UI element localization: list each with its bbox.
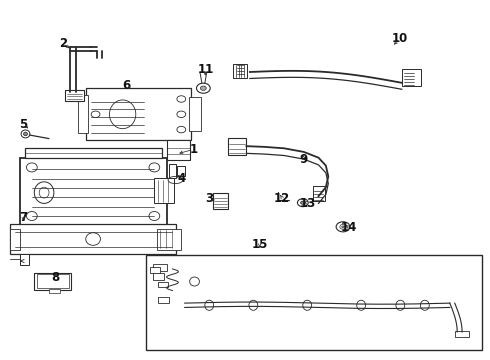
Bar — [402, 69, 421, 86]
Bar — [10, 229, 20, 250]
Text: 13: 13 — [299, 197, 316, 210]
Bar — [233, 64, 247, 78]
Bar — [189, 97, 201, 131]
Bar — [153, 264, 167, 271]
Text: 7: 7 — [20, 211, 27, 224]
Bar — [158, 297, 169, 303]
Bar — [169, 164, 176, 178]
Bar — [158, 282, 168, 287]
Text: 4: 4 — [177, 172, 185, 185]
Bar — [37, 274, 69, 288]
Bar — [153, 273, 164, 280]
Text: 12: 12 — [274, 192, 291, 204]
Bar — [10, 224, 176, 254]
Text: 3: 3 — [206, 192, 214, 205]
Ellipse shape — [301, 201, 305, 204]
Text: 1: 1 — [190, 143, 197, 156]
Bar — [78, 95, 88, 133]
Bar — [24, 148, 162, 158]
Bar — [167, 140, 190, 160]
Text: 14: 14 — [341, 221, 357, 234]
Ellipse shape — [24, 132, 27, 136]
Text: 5: 5 — [20, 118, 27, 131]
Text: 10: 10 — [391, 32, 408, 45]
Bar — [146, 255, 482, 350]
Bar — [65, 90, 84, 101]
Text: 9: 9 — [300, 153, 308, 166]
Bar — [154, 178, 174, 203]
Text: 11: 11 — [197, 63, 214, 76]
Bar — [177, 166, 185, 176]
Bar — [213, 193, 228, 209]
Bar — [86, 88, 191, 140]
Bar — [313, 186, 325, 201]
Bar — [150, 267, 160, 273]
Text: 15: 15 — [251, 238, 268, 251]
Bar — [228, 138, 246, 155]
Text: 6: 6 — [122, 79, 130, 92]
Bar — [34, 273, 71, 290]
Bar — [157, 229, 181, 250]
Bar — [20, 158, 167, 225]
Bar — [49, 289, 60, 293]
Bar — [455, 331, 469, 337]
Ellipse shape — [200, 86, 206, 90]
Ellipse shape — [342, 226, 344, 228]
Text: 2: 2 — [59, 37, 67, 50]
Bar — [20, 254, 29, 265]
Text: 8: 8 — [51, 271, 59, 284]
